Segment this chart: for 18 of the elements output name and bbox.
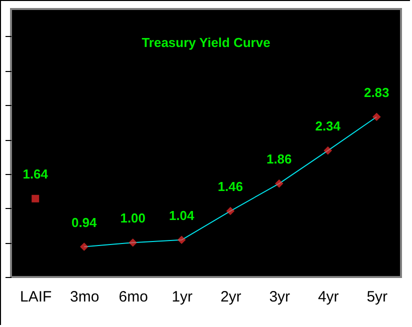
data-label: 2.83 [364,84,390,100]
text: Treasury Yield Curve [142,35,270,50]
data-label: 1.64 [22,166,49,182]
x-tick-label: 1yr [172,288,193,306]
data-label: 2.34 [315,118,342,134]
data-label: 1.46 [218,179,244,194]
x-tick-label: LAIF [20,288,52,306]
x-tick-label: 3yr [269,288,290,306]
data-label: 1.86 [266,152,292,167]
data-label: 1.04 [168,208,196,223]
x-tick-label: 5yr [366,288,388,306]
x-tick-label: 6mo [118,288,148,306]
data-label: 1.00 [120,210,146,226]
point [32,194,40,202]
x-tick-label: 4yr [318,288,339,306]
x-tick-label: 3mo [70,288,100,306]
data-label: 0.94 [71,214,98,230]
x-tick-label: 2yr [220,288,242,306]
